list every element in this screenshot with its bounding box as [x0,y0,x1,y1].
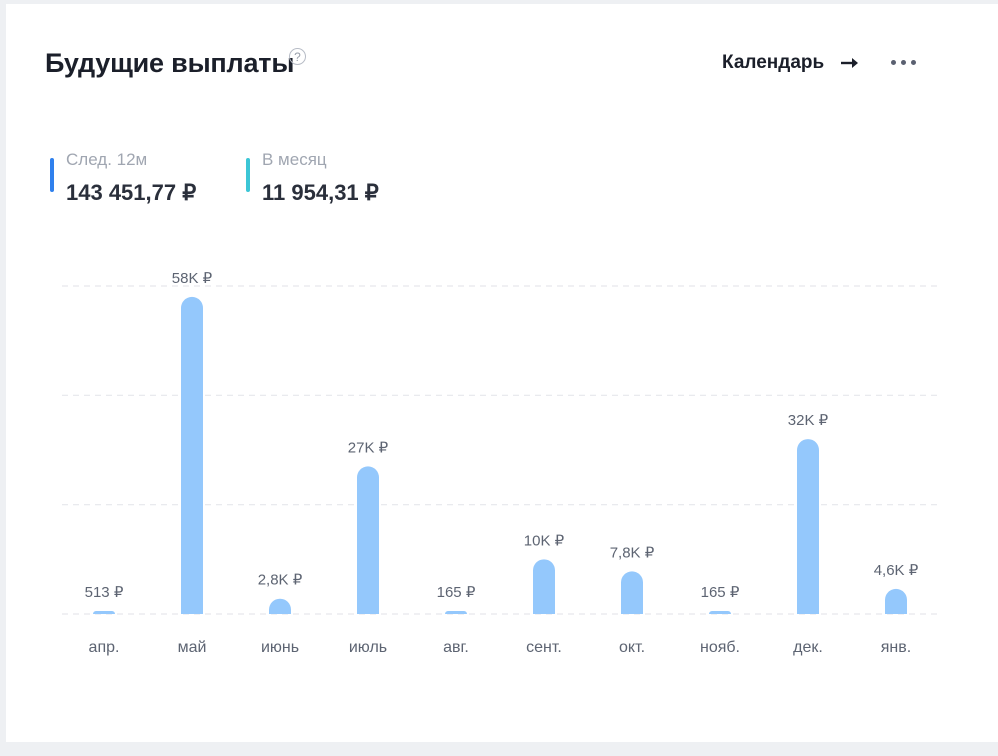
stat-value: 143 451,77 ₽ [66,180,197,205]
data-label: 165 ₽ [701,584,740,601]
stat-value: 11 954,31 ₽ [262,180,379,205]
data-label: 513 ₽ [85,584,124,601]
more-options-icon[interactable] [891,60,916,65]
bar-май[interactable] [181,296,203,614]
x-tick-label: окт. [619,639,645,656]
help-icon[interactable]: ? [289,48,306,65]
x-tick-label: май [178,639,207,656]
x-tick-label: апр. [89,639,120,656]
data-label: 2,8K ₽ [258,572,303,589]
future-payments-card: Будущие выплаты ? Календарь След. 12м 14… [6,4,998,742]
calendar-link[interactable]: Календарь [722,52,860,74]
data-label: 7,8K ₽ [610,544,655,561]
stat-marker [50,158,54,192]
stat-label: След. 12м [66,150,148,169]
bar-июнь[interactable] [269,598,291,614]
stat-marker [246,158,250,192]
x-tick-label: янв. [881,639,911,656]
bar-дек.[interactable] [797,439,819,614]
x-tick-label: авг. [443,639,469,656]
x-tick-label: июль [349,639,387,656]
data-label: 10K ₽ [524,532,565,549]
bar-окт.[interactable] [621,571,643,614]
arrow-right-icon [841,58,859,68]
bar-chart: 513 ₽ апр. 58K ₽ май 2,8K ₽ июнь 27K ₽ июль 165 … [62,270,942,656]
bar-июль[interactable] [357,466,379,614]
stat-label: В месяц [262,150,327,169]
x-tick-label: июнь [261,639,299,656]
bar-апр.[interactable] [93,611,115,614]
data-label: 32K ₽ [788,412,829,429]
page-title: Будущие выплаты [45,48,295,78]
calendar-link-label: Календарь [722,52,825,73]
bar-нояб.[interactable] [709,611,731,614]
x-tick-label: нояб. [700,639,740,656]
data-label: 4,6K ₽ [874,562,919,579]
bar-янв.[interactable] [885,588,907,614]
bar-авг.[interactable] [445,611,467,614]
data-label: 27K ₽ [348,439,389,456]
x-tick-label: дек. [793,639,823,656]
data-label: 58K ₽ [172,270,213,287]
bar-сент.[interactable] [533,559,555,614]
x-tick-label: сент. [526,639,562,656]
data-label: 165 ₽ [437,584,476,601]
